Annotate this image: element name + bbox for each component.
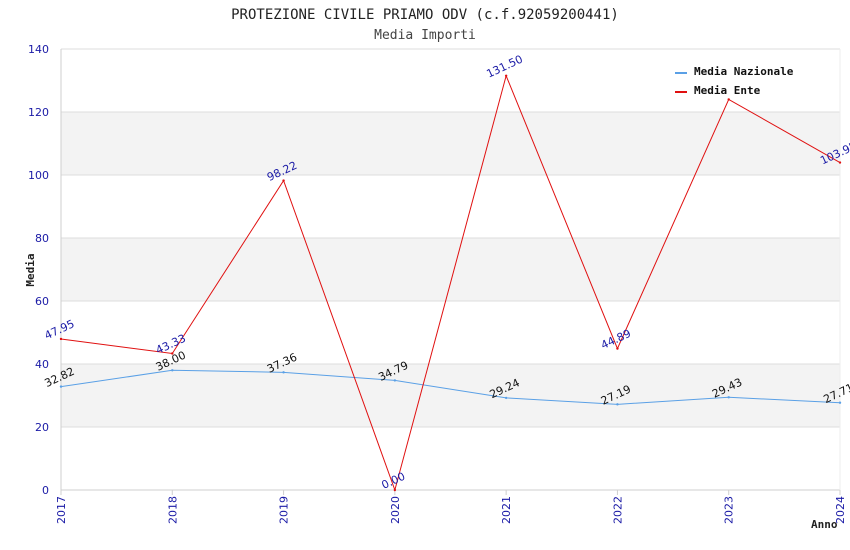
data-point: [171, 369, 174, 372]
data-point: [393, 379, 397, 382]
series-line-media-nazionale: [60, 369, 841, 405]
chart-subtitle: Media Importi: [374, 28, 476, 43]
x-axis-label: Anno: [811, 518, 838, 531]
chart-title: PROTEZIONE CIVILE PRIAMO ODV (c.f.920592…: [231, 7, 619, 23]
x-tick-label: 2019: [278, 496, 291, 524]
y-tick-label: 140: [28, 43, 49, 56]
x-tick-label: 2018: [166, 496, 179, 524]
series-group: [59, 74, 842, 492]
data-point: [393, 488, 397, 492]
series-line-media-ente: [60, 74, 841, 492]
y-tick-label: 100: [28, 169, 49, 182]
y-tick-label: 0: [42, 484, 49, 497]
x-tick-label: 2017: [55, 496, 68, 524]
grid-band: [61, 112, 840, 175]
data-point: [838, 401, 842, 404]
y-axis-label: Media: [24, 253, 37, 286]
x-tick-label: 2020: [389, 496, 402, 524]
legend: Media Nazionale Media Ente: [675, 65, 794, 97]
data-point: [59, 385, 63, 388]
y-tick-label: 20: [35, 421, 49, 434]
x-tick-label: 2023: [723, 496, 736, 524]
y-tick-label: 80: [35, 232, 49, 245]
data-point: [504, 396, 508, 400]
axes: 0 20 40 60 80 100 120 140 2017 2018 2019 2020 2021 20…: [28, 43, 847, 524]
data-point: [616, 347, 619, 350]
y-tick-label: 40: [35, 358, 49, 371]
data-point: [282, 371, 285, 374]
x-tick-label: 2024: [834, 496, 847, 524]
data-point: [59, 337, 63, 341]
data-point: [282, 179, 285, 182]
grid-lines: [61, 48, 840, 491]
y-tick-label: 120: [28, 106, 49, 119]
x-tick-label: 2022: [611, 496, 624, 524]
grid-band: [61, 364, 840, 427]
grid-bands: [61, 112, 840, 427]
data-point: [727, 98, 730, 101]
data-point: [838, 161, 842, 164]
y-tick-label: 60: [35, 295, 49, 308]
data-point: [504, 74, 508, 77]
data-point: [616, 403, 619, 406]
data-point: [727, 396, 730, 399]
legend-label-media-ente: Media Ente: [694, 84, 761, 97]
data-point: [171, 352, 174, 355]
x-tick-label: 2021: [500, 496, 513, 524]
legend-label-media-nazionale: Media Nazionale: [694, 65, 794, 78]
grid-band: [61, 238, 840, 301]
